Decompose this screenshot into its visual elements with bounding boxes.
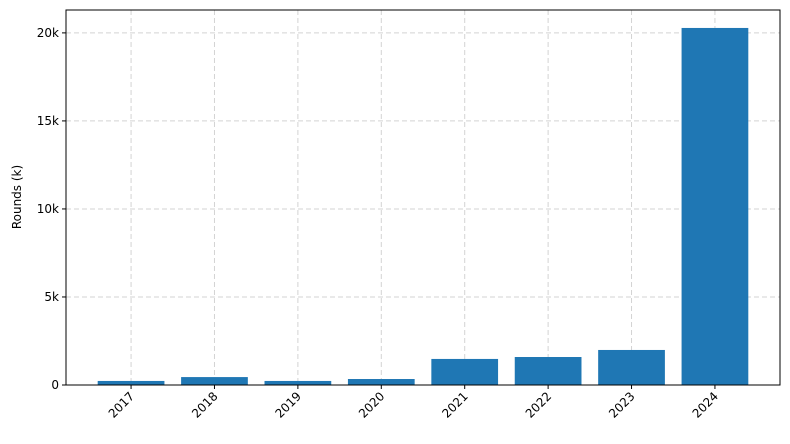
bars <box>97 27 749 386</box>
plot-frame <box>65 9 781 386</box>
x-tick-label: 2022 <box>523 389 554 420</box>
bar-2024 <box>681 27 749 386</box>
y-tick-label: 15k <box>37 114 59 128</box>
x-tick-label: 2024 <box>690 389 721 420</box>
bar-2017 <box>97 380 165 385</box>
x-tick-label: 2020 <box>356 389 387 420</box>
y-axis: 0 5k 10k 15k 20k <box>37 26 66 392</box>
y-tick-label: 10k <box>37 202 59 216</box>
bar-2020 <box>347 379 415 385</box>
x-tick-label: 2023 <box>606 389 637 420</box>
x-tick-label: 2021 <box>439 389 470 420</box>
bar-2018 <box>181 377 248 385</box>
bar-2022 <box>514 357 582 385</box>
bar-2021 <box>431 358 499 385</box>
y-axis-label: Rounds (k) <box>10 165 24 229</box>
bar-2023 <box>598 349 665 385</box>
x-axis: 2017 2018 2019 2020 2021 2022 2023 2024 <box>106 385 721 421</box>
x-tick-label: 2018 <box>189 389 220 420</box>
y-tick-label: 0 <box>51 378 59 392</box>
x-tick-label: 2019 <box>273 389 304 420</box>
grid <box>66 10 780 385</box>
y-tick-label: 5k <box>44 290 59 304</box>
y-tick-label: 20k <box>37 26 59 40</box>
x-tick-label: 2017 <box>106 389 137 420</box>
bar-2019 <box>264 380 332 385</box>
